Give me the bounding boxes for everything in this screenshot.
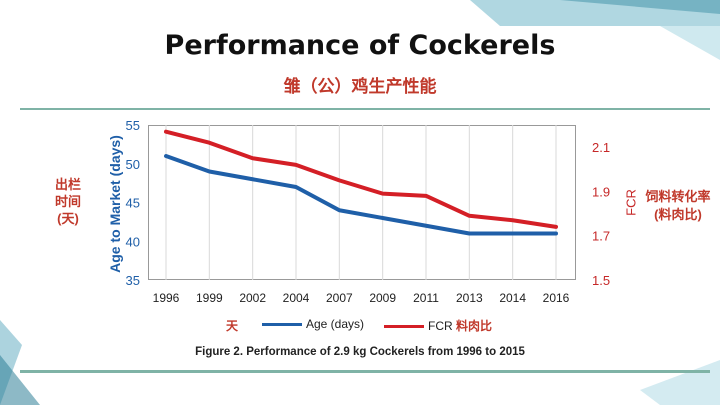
y-left-tick-label: 40 — [126, 234, 140, 249]
x-tick-label: 2004 — [283, 291, 310, 305]
figure-caption: Figure 2. Performance of 2.9 kg Cockerel… — [195, 346, 525, 358]
x-tick-label: 2013 — [456, 291, 483, 305]
y-axis-right-label-cn: 饲料转化率 (料肉比) — [636, 188, 720, 224]
y-left-tick-label: 50 — [126, 157, 140, 172]
y-axis-right-cn-line: (料肉比) — [654, 207, 702, 222]
top-divider — [20, 108, 710, 110]
y-axis-left-label-cn: 出栏 时间 (天) — [48, 176, 88, 227]
legend-swatch-age — [262, 323, 302, 327]
x-tick-label: 2016 — [543, 291, 570, 305]
x-tick-label: 1999 — [196, 291, 223, 305]
y-axis-left-cn-line: 时间 — [54, 194, 81, 209]
series-line-fcr — [164, 129, 558, 229]
legend-swatch-fcr — [384, 325, 424, 329]
x-tick-label: 1996 — [153, 291, 180, 305]
plot-area — [148, 125, 576, 280]
y-left-tick-label: 45 — [126, 196, 140, 211]
page-title: Performance of Cockerels — [164, 30, 556, 61]
y-axis-left-cn-line: (天) — [57, 211, 79, 226]
y-right-tick-label: 1.7 — [592, 229, 610, 244]
legend-label-fcr-cn: 料肉比 — [456, 319, 493, 333]
x-tick-label: 2009 — [369, 291, 396, 305]
legend-item-age: Age (days) — [262, 317, 364, 331]
y-axis-left-cn-line: 出栏 — [54, 177, 81, 192]
y-axis-right-cn-line: 饲料转化率 — [645, 189, 711, 204]
y-right-tick-label: 1.5 — [592, 273, 610, 288]
y-left-tick-label: 55 — [126, 118, 140, 133]
y-left-tick-label: 35 — [126, 273, 140, 288]
x-tick-label: 2014 — [499, 291, 526, 305]
y-right-tick-label: 2.1 — [592, 140, 610, 155]
x-tick-label: 2002 — [239, 291, 266, 305]
legend-label-age: Age (days) — [306, 317, 365, 331]
page-subtitle-cn: 雏（公）鸡生产性能 — [283, 77, 437, 97]
bottom-divider — [20, 370, 710, 373]
x-tick-label: 2007 — [326, 291, 353, 305]
series-line-age — [164, 154, 558, 236]
y-axis-left-label: Age to Market (days) — [107, 135, 123, 273]
y-right-tick-label: 1.9 — [592, 184, 610, 199]
legend-item-fcr: FCR 料肉比 — [384, 317, 492, 334]
legend-label-fcr: FCR — [428, 319, 453, 333]
x-tick-label: 2011 — [413, 291, 439, 305]
legend-prefix-cn: 天 — [226, 319, 239, 333]
